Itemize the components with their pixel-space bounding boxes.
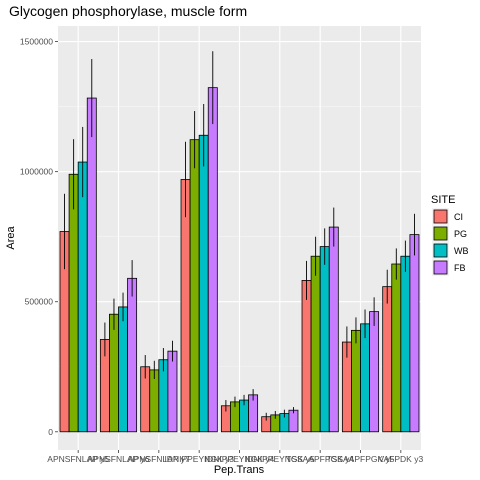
x-tick-label: APNSFNLAP y5: [47, 454, 109, 464]
x-tick-label: IDNIPPEYNGK y3: [164, 454, 234, 464]
y-tick-label: 1500000: [20, 37, 53, 47]
x-tick-label: IDNIPPEYNGK y5: [245, 454, 315, 464]
legend-key-fb: [433, 260, 448, 275]
legend: SITE CI PG WB FB: [431, 194, 469, 276]
y-axis: 0 500000 1000000 1500000: [20, 37, 58, 437]
bar-wb: [360, 323, 370, 433]
chart-title: Glycogen phosphorylase, muscle form: [9, 3, 247, 19]
bar-pg: [310, 255, 321, 433]
x-tick-label: APNSFNLAP y6: [88, 454, 150, 464]
x-tick-label: VAFPDK y3: [378, 454, 423, 464]
bar-fb: [127, 277, 138, 433]
bar-wb: [118, 306, 128, 433]
bar-fb: [167, 350, 178, 433]
bar-pg: [68, 173, 79, 433]
bar-fb: [328, 226, 339, 433]
bar-fb: [86, 97, 97, 433]
bar-ci: [180, 179, 191, 433]
bar-ci: [301, 279, 312, 433]
y-tick-label: 1000000: [20, 167, 53, 177]
bar-fb: [207, 87, 218, 433]
bar-ci: [382, 286, 393, 433]
legend-key-wb: [433, 243, 448, 258]
x-axis-label: Pep.Trans: [214, 464, 265, 476]
bar-fb: [288, 409, 299, 433]
legend-title: SITE: [431, 194, 455, 206]
bar-fb: [369, 311, 380, 433]
bar-wb: [77, 161, 88, 433]
bars: [59, 51, 420, 433]
bar-pg: [109, 313, 119, 433]
bar-pg: [149, 369, 160, 433]
legend-key-pg: [433, 226, 448, 241]
legend-key-ci: [433, 209, 448, 224]
y-tick-label: 0: [48, 427, 53, 437]
bar-wb: [198, 134, 209, 433]
legend-label-ci: CI: [454, 212, 463, 222]
x-tick-label: TSSAAPFPGK y5: [326, 454, 394, 464]
x-tick-label: TSSAAPFPGK y4: [286, 454, 354, 464]
bar-fb: [409, 234, 420, 433]
y-axis-label: Area: [5, 226, 17, 250]
legend-label-fb: FB: [454, 263, 466, 273]
x-tick-label: IDNIPPEYNGK y4: [205, 454, 275, 464]
y-tick-label: 500000: [25, 297, 54, 307]
x-tick-label: APNSFNLAP y7: [128, 454, 190, 464]
bar-pg: [391, 263, 402, 433]
bar-pg: [189, 139, 200, 433]
bar-wb: [319, 246, 330, 433]
legend-label-wb: WB: [454, 246, 469, 256]
bar-wb: [400, 255, 411, 433]
legend-label-pg: PG: [454, 229, 467, 239]
bar-pg: [351, 329, 361, 433]
